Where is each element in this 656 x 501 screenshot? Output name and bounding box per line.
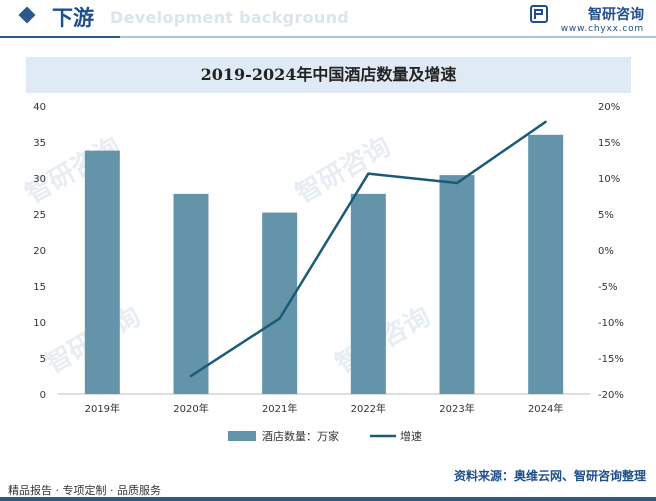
y-left-tick-label: 20 — [33, 246, 46, 257]
bar-2 — [173, 193, 209, 394]
y-left-tick-label: 35 — [33, 138, 46, 149]
x-tick-label: 2019年 — [85, 402, 120, 415]
header-ghost-text: Development background — [110, 8, 350, 27]
y-right-tick-label: -15% — [598, 354, 624, 365]
x-tick-label: 2022年 — [351, 402, 386, 415]
growth-point-3 — [278, 317, 281, 320]
brand-name: 智研咨询 — [588, 7, 644, 23]
growth-point-5 — [455, 181, 459, 185]
footer-bar — [0, 497, 656, 501]
bar-3 — [262, 212, 298, 394]
page-header: 下游 Development background 智研咨询 www.chyxx… — [0, 0, 656, 42]
x-tick-label: 2024年 — [528, 402, 563, 415]
growth-point-4 — [367, 172, 370, 175]
legend-swatch-bar — [228, 431, 256, 441]
brand-logo-icon — [530, 5, 548, 23]
footer-tagline: 精品报告 · 专项定制 · 品质服务 — [8, 484, 161, 497]
brand-block: 智研咨询 www.chyxx.com — [561, 4, 644, 34]
bar-1 — [84, 150, 120, 394]
bar-4 — [350, 193, 386, 394]
y-right-tick-label: -10% — [598, 318, 624, 329]
y-right-tick-label: 15% — [598, 138, 620, 149]
y-right-tick-label: -20% — [598, 390, 624, 401]
y-left-tick-label: 0 — [40, 390, 46, 401]
footer-source: 资料来源：奥维云网、智研咨询整理 — [453, 469, 646, 483]
bar-5 — [439, 175, 475, 394]
y-left-tick-label: 15 — [33, 282, 46, 293]
legend-label-bar: 酒店数量：万家 — [262, 429, 339, 443]
bar-6 — [528, 134, 564, 395]
growth-point-2 — [189, 374, 193, 378]
y-left-tick-label: 25 — [33, 210, 46, 221]
y-right-tick-label: 0% — [598, 246, 614, 257]
header-title: 下游 — [52, 6, 94, 30]
y-right-tick-label: 5% — [598, 210, 614, 221]
y-right-tick-label: -5% — [598, 282, 617, 293]
chart-title: 2019-2024年中国酒店数量及增速 — [200, 65, 457, 84]
y-right-tick-label: 10% — [598, 174, 620, 185]
y-left-tick-label: 30 — [33, 174, 46, 185]
brand-url: www.chyxx.com — [560, 24, 644, 34]
chart-title-band — [26, 57, 631, 93]
y-left-tick-label: 40 — [33, 102, 46, 113]
growth-point-6 — [544, 120, 547, 124]
header-underline — [0, 36, 656, 38]
x-tick-label: 2023年 — [439, 402, 474, 415]
legend-label-line: 增速 — [400, 429, 422, 443]
x-tick-label: 2021年 — [262, 402, 297, 415]
y-right-tick-label: 20% — [598, 102, 620, 113]
y-left-tick-label: 5 — [40, 354, 46, 365]
y-left-tick-label: 10 — [33, 318, 46, 329]
x-tick-label: 2020年 — [173, 402, 208, 415]
